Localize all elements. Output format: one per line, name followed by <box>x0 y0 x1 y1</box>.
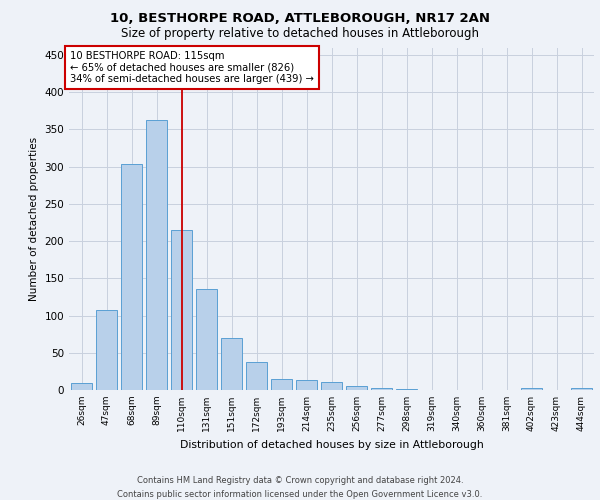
Bar <box>521 388 542 390</box>
Bar <box>371 388 392 390</box>
Text: 10 BESTHORPE ROAD: 115sqm
← 65% of detached houses are smaller (826)
34% of semi: 10 BESTHORPE ROAD: 115sqm ← 65% of detac… <box>70 51 314 84</box>
Bar <box>296 380 317 390</box>
Text: Size of property relative to detached houses in Attleborough: Size of property relative to detached ho… <box>121 28 479 40</box>
Bar <box>121 164 142 390</box>
Bar <box>321 382 342 390</box>
Text: Contains HM Land Registry data © Crown copyright and database right 2024.: Contains HM Land Registry data © Crown c… <box>137 476 463 485</box>
Y-axis label: Number of detached properties: Number of detached properties <box>29 136 39 301</box>
X-axis label: Distribution of detached houses by size in Attleborough: Distribution of detached houses by size … <box>179 440 484 450</box>
Bar <box>271 379 292 390</box>
Bar <box>246 362 267 390</box>
Bar <box>571 388 592 390</box>
Bar <box>221 338 242 390</box>
Bar <box>171 230 192 390</box>
Bar <box>146 120 167 390</box>
Bar <box>71 382 92 390</box>
Text: 10, BESTHORPE ROAD, ATTLEBOROUGH, NR17 2AN: 10, BESTHORPE ROAD, ATTLEBOROUGH, NR17 2… <box>110 12 490 26</box>
Bar <box>346 386 367 390</box>
Bar <box>196 288 217 390</box>
Bar <box>96 310 117 390</box>
Text: Contains public sector information licensed under the Open Government Licence v3: Contains public sector information licen… <box>118 490 482 499</box>
